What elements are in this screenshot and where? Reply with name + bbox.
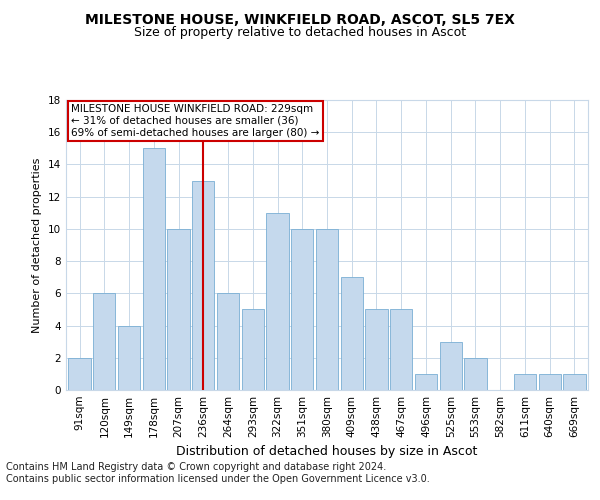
Bar <box>514 374 536 390</box>
Text: Contains HM Land Registry data © Crown copyright and database right 2024.: Contains HM Land Registry data © Crown c… <box>6 462 386 472</box>
Bar <box>68 358 91 390</box>
Bar <box>266 213 289 390</box>
Text: MILESTONE HOUSE, WINKFIELD ROAD, ASCOT, SL5 7EX: MILESTONE HOUSE, WINKFIELD ROAD, ASCOT, … <box>85 12 515 26</box>
Text: MILESTONE HOUSE WINKFIELD ROAD: 229sqm
← 31% of detached houses are smaller (36): MILESTONE HOUSE WINKFIELD ROAD: 229sqm ←… <box>71 104 320 138</box>
Bar <box>93 294 115 390</box>
Bar <box>192 180 214 390</box>
Bar <box>365 310 388 390</box>
Bar <box>291 229 313 390</box>
Text: Contains public sector information licensed under the Open Government Licence v3: Contains public sector information licen… <box>6 474 430 484</box>
Bar <box>341 277 363 390</box>
X-axis label: Distribution of detached houses by size in Ascot: Distribution of detached houses by size … <box>176 446 478 458</box>
Bar <box>167 229 190 390</box>
Bar <box>242 310 264 390</box>
Bar <box>415 374 437 390</box>
Bar <box>390 310 412 390</box>
Bar <box>440 342 462 390</box>
Bar <box>563 374 586 390</box>
Bar <box>316 229 338 390</box>
Y-axis label: Number of detached properties: Number of detached properties <box>32 158 43 332</box>
Bar <box>539 374 561 390</box>
Bar <box>217 294 239 390</box>
Text: Size of property relative to detached houses in Ascot: Size of property relative to detached ho… <box>134 26 466 39</box>
Bar <box>464 358 487 390</box>
Bar <box>143 148 165 390</box>
Bar <box>118 326 140 390</box>
